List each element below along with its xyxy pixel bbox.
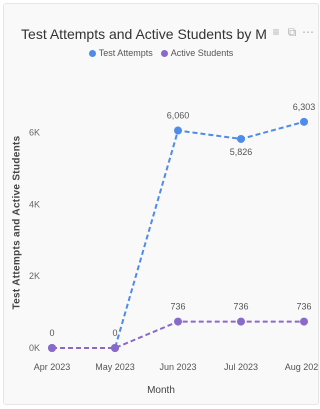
x-tick-label: May 2023 — [95, 362, 135, 372]
legend-item-test-attempts[interactable]: Test Attempts — [88, 48, 153, 58]
data-label-test-attempts: 5,826 — [230, 147, 253, 157]
legend-marker-active-students — [160, 49, 168, 57]
legend-label-active-students: Active Students — [170, 48, 234, 58]
y-tick-label: 6K — [29, 128, 40, 138]
filter-icon[interactable]: ≡ — [272, 25, 280, 39]
data-point-active-students — [300, 317, 308, 326]
x-tick-label: Jun 2023 — [159, 362, 196, 372]
data-point-active-students — [48, 344, 56, 352]
data-point-test-attempts — [300, 117, 308, 126]
data-label-test-attempts: 6,303 — [293, 102, 316, 112]
chart-title: Test Attempts and Active Students by M — [21, 26, 267, 42]
chart-legend: Test Attempts Active Students — [4, 48, 318, 58]
plot-area: 0K 2K 4K 6K Apr 2023 May 2023 Jun 2023 Jul 2023… — [29, 102, 318, 372]
data-label-active-students: 736 — [170, 302, 185, 312]
visual-toolbar: ≡ ⧉ ⋯ — [268, 23, 316, 42]
data-label-active-students: 0 — [112, 328, 117, 338]
data-point-active-students — [111, 344, 119, 352]
y-tick-label: 0K — [29, 343, 40, 353]
x-axis-title: Month — [147, 385, 175, 396]
y-tick-label: 2K — [29, 271, 40, 281]
x-tick-label: Aug 2023 — [285, 362, 318, 372]
x-tick-label: Jul 2023 — [224, 362, 258, 372]
data-label-active-students: 736 — [233, 302, 248, 312]
chart-card: Test Attempts and Active Students by M ≡… — [3, 3, 319, 405]
legend-marker-test-attempts — [88, 49, 96, 57]
data-label-test-attempts: 6,060 — [167, 111, 190, 121]
data-point-test-attempts — [237, 134, 245, 143]
focus-mode-icon[interactable]: ⧉ — [287, 25, 297, 39]
data-label-active-students: 0 — [49, 328, 54, 338]
data-label-active-students: 736 — [296, 302, 311, 312]
data-point-active-students — [237, 317, 245, 326]
more-options-icon[interactable]: ⋯ — [302, 25, 314, 39]
data-point-active-students — [174, 317, 182, 326]
legend-label-test-attempts: Test Attempts — [98, 48, 153, 58]
y-tick-label: 4K — [29, 199, 40, 209]
series-line-test-attempts — [52, 120, 305, 349]
x-tick-label: Apr 2023 — [34, 362, 71, 372]
data-point-test-attempts — [174, 126, 182, 135]
legend-item-active-students[interactable]: Active Students — [160, 48, 234, 58]
